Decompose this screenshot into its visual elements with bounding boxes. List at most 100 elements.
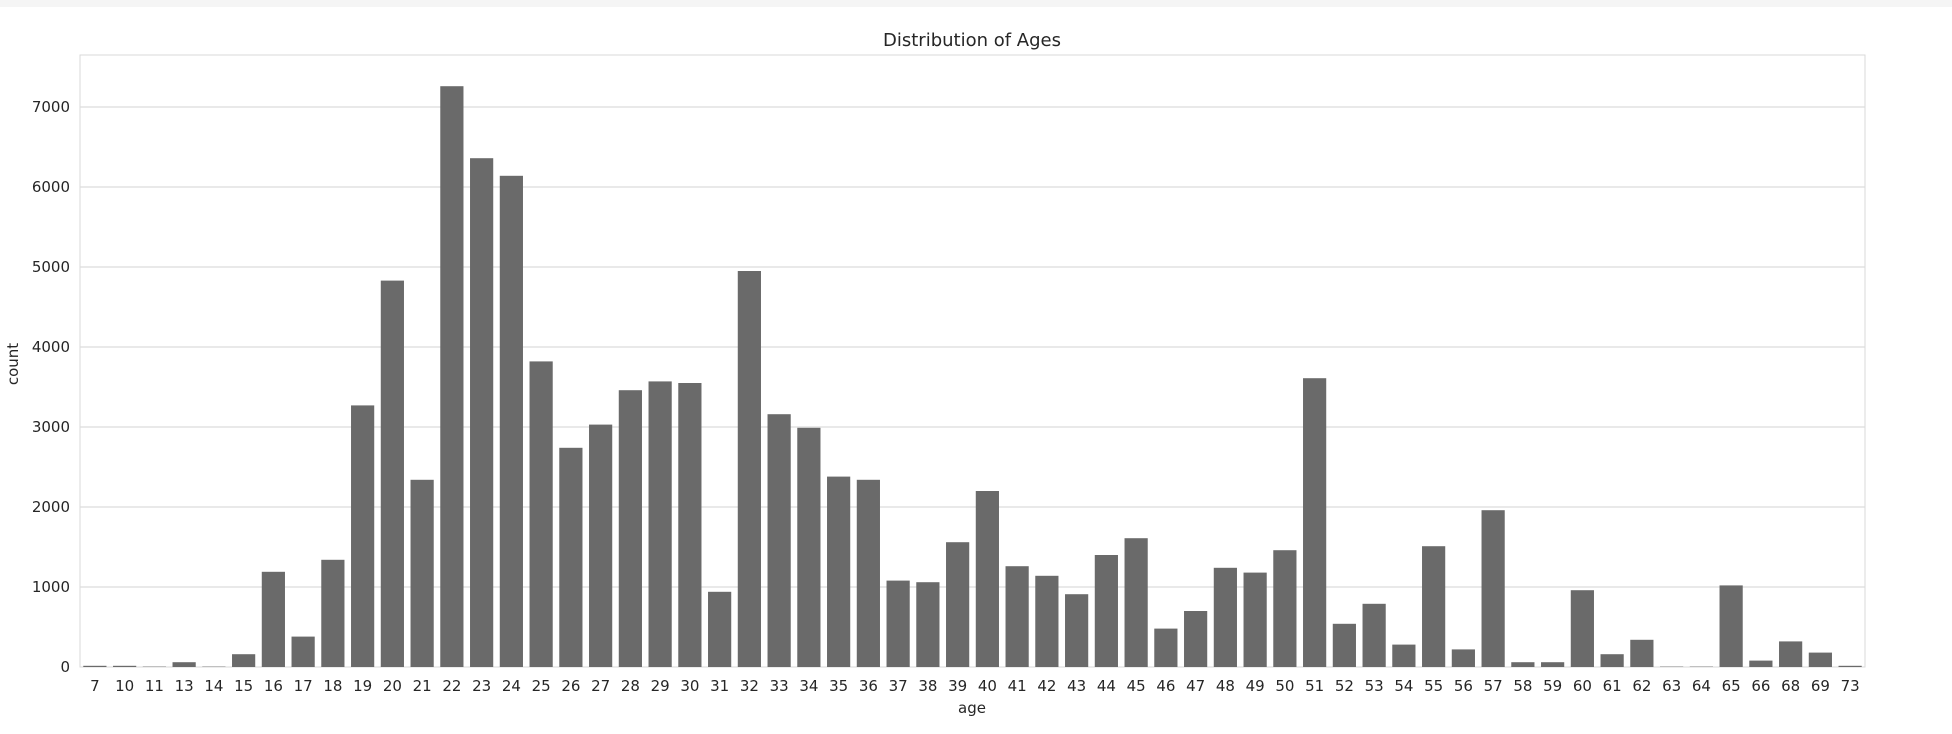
x-tick-labels: 7 10 11 13 14 15 16 17 18 19 20 21 22 23 24 25 26 27 28 29 3…: [90, 677, 1860, 695]
bar-age-68: [1779, 641, 1803, 667]
x-tick-label: 68: [1781, 677, 1800, 695]
x-tick-label: 31: [710, 677, 729, 695]
x-tick-label: 10: [115, 677, 134, 695]
x-tick-label: 43: [1067, 677, 1086, 695]
plot-area: [79, 54, 1866, 668]
y-tick-label: 7000: [32, 98, 70, 116]
bar-age-13: [172, 662, 196, 667]
bar-age-17: [291, 636, 315, 667]
x-tick-label: 18: [323, 677, 342, 695]
bar-age-66: [1749, 660, 1773, 667]
x-tick-label: 58: [1513, 677, 1532, 695]
bar-age-19: [351, 405, 375, 667]
x-tick-label: 38: [918, 677, 937, 695]
bar-age-50: [1273, 550, 1297, 667]
bar-age-29: [648, 381, 672, 667]
x-tick-label: 45: [1127, 677, 1146, 695]
x-tick-label: 24: [502, 677, 521, 695]
bar-age-33: [767, 414, 791, 667]
x-tick-label: 52: [1335, 677, 1354, 695]
bar-age-53: [1362, 603, 1386, 667]
x-tick-label: 7: [90, 677, 100, 695]
bar-age-55: [1422, 546, 1446, 667]
bar-age-27: [589, 424, 613, 667]
bar-age-43: [1065, 594, 1089, 667]
bar-age-56: [1451, 649, 1475, 667]
bar-age-40: [975, 491, 999, 667]
x-tick-label: 17: [294, 677, 313, 695]
x-tick-label: 47: [1186, 677, 1205, 695]
x-tick-label: 63: [1662, 677, 1681, 695]
bar-age-47: [1184, 611, 1208, 667]
bar-age-23: [470, 158, 494, 667]
bar-age-18: [321, 559, 345, 667]
bar-age-10: [113, 665, 137, 667]
bar-age-36: [856, 479, 880, 667]
bar-age-32: [737, 271, 761, 667]
y-tick-label: 3000: [32, 418, 70, 436]
bar-age-22: [440, 86, 464, 667]
x-tick-label: 57: [1484, 677, 1503, 695]
x-tick-label: 37: [889, 677, 908, 695]
bar-age-57: [1481, 510, 1505, 667]
x-tick-label: 42: [1037, 677, 1056, 695]
y-tick-label: 5000: [32, 258, 70, 276]
bar-age-26: [559, 447, 583, 667]
bar-age-37: [886, 580, 910, 667]
bar-age-38: [916, 582, 940, 667]
bar-age-51: [1303, 378, 1327, 667]
x-tick-label: 28: [621, 677, 640, 695]
y-tick-label: 1000: [32, 578, 70, 596]
bar-age-24: [499, 175, 523, 668]
x-tick-label: 20: [383, 677, 402, 695]
x-tick-label: 15: [234, 677, 253, 695]
bar-age-62: [1630, 639, 1654, 667]
x-tick-label: 25: [532, 677, 551, 695]
x-tick-label: 69: [1811, 677, 1830, 695]
chart-title: Distribution of Ages: [883, 30, 1061, 51]
y-tick-label: 6000: [32, 178, 70, 196]
x-tick-label: 29: [651, 677, 670, 695]
x-tick-label: 13: [175, 677, 194, 695]
gridlines: [80, 106, 1865, 588]
x-tick-label: 59: [1543, 677, 1562, 695]
x-tick-label: 19: [353, 677, 372, 695]
bar-age-39: [946, 542, 970, 667]
bar-age-46: [1154, 628, 1178, 667]
bar-age-35: [827, 476, 851, 667]
x-tick-label: 11: [145, 677, 164, 695]
x-axis-label: age: [958, 699, 986, 717]
x-tick-label: 30: [680, 677, 699, 695]
x-tick-label: 32: [740, 677, 759, 695]
x-tick-label: 48: [1216, 677, 1235, 695]
bar-age-73: [1838, 665, 1862, 667]
x-tick-label: 61: [1603, 677, 1622, 695]
x-tick-label: 33: [770, 677, 789, 695]
bar-age-31: [708, 591, 732, 667]
x-tick-label: 34: [799, 677, 818, 695]
x-tick-label: 51: [1305, 677, 1324, 695]
x-tick-label: 27: [591, 677, 610, 695]
x-tick-label: 44: [1097, 677, 1116, 695]
x-tick-label: 55: [1424, 677, 1443, 695]
x-tick-label: 50: [1275, 677, 1294, 695]
top-strip: [0, 0, 1952, 7]
bar-age-61: [1600, 654, 1624, 667]
y-axis-label: count: [4, 343, 22, 385]
bar-age-65: [1719, 585, 1743, 667]
y-tick-label: 4000: [32, 338, 70, 356]
x-tick-label: 53: [1365, 677, 1384, 695]
bar-age-41: [1005, 566, 1029, 667]
bars: [83, 86, 1862, 668]
bar-age-34: [797, 427, 821, 667]
x-tick-label: 46: [1156, 677, 1175, 695]
y-tick-label: 0: [60, 658, 70, 676]
x-tick-label: 49: [1246, 677, 1265, 695]
x-tick-label: 65: [1722, 677, 1741, 695]
bar-age-42: [1035, 575, 1059, 667]
bar-age-30: [678, 383, 702, 667]
bar-age-20: [380, 280, 404, 667]
x-tick-label: 56: [1454, 677, 1473, 695]
x-tick-label: 39: [948, 677, 967, 695]
